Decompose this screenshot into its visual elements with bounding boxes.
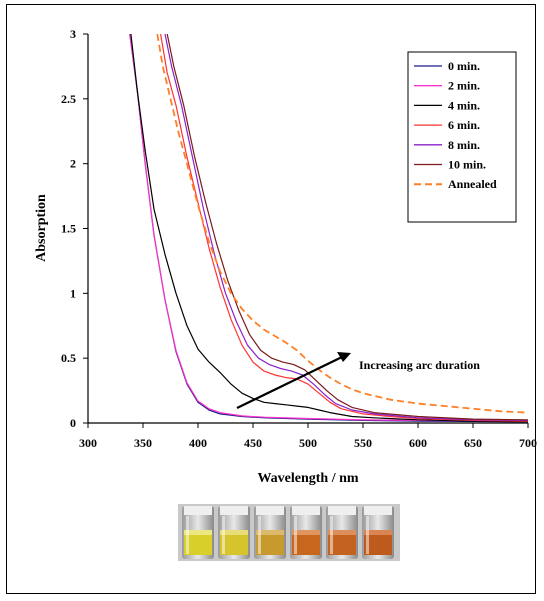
vial-meniscus <box>256 530 284 535</box>
annotation-group: Increasing arc duration <box>236 352 480 409</box>
vial-highlight <box>294 516 297 554</box>
y-tick-label: 3 <box>70 27 76 41</box>
vial-highlight <box>366 516 369 554</box>
legend-label: 2 min. <box>448 79 480 93</box>
x-tick-label: 450 <box>244 436 262 450</box>
vial-highlight <box>186 516 189 554</box>
series-line-2 <box>130 34 528 423</box>
x-tick-label: 300 <box>79 436 97 450</box>
series-line-1 <box>129 34 528 422</box>
vial-meniscus <box>184 530 212 535</box>
x-axis-title: Wavelength / nm <box>257 471 358 486</box>
legend: 0 min. 2 min. 4 min. 6 min. 8 min. 10 min. Ann… <box>407 51 517 223</box>
vial-highlight <box>222 516 225 554</box>
annotation-label: Increasing arc duration <box>359 358 480 372</box>
y-axis-title: Absorption <box>34 194 49 262</box>
legend-label: Annealed <box>448 177 497 191</box>
series-line-5 <box>166 34 528 421</box>
vial-meniscus <box>220 530 248 535</box>
series-line-3 <box>160 34 528 422</box>
y-tick-label: 0 <box>70 416 76 430</box>
vial-cap <box>292 506 320 515</box>
y-tick-label: 2 <box>70 157 76 171</box>
x-tick-label: 500 <box>299 436 317 450</box>
vial-cap <box>328 506 356 515</box>
vial-cap <box>256 506 284 515</box>
vial-meniscus <box>292 530 320 535</box>
legend-label: 6 min. <box>448 118 480 132</box>
y-tick-label: 0.5 <box>61 351 76 365</box>
x-tick-label: 600 <box>409 436 427 450</box>
annotation-arrow-head <box>337 352 351 362</box>
x-tick-label: 350 <box>134 436 152 450</box>
vial-cap <box>220 506 248 515</box>
vial-highlight <box>258 516 261 554</box>
vial-meniscus <box>364 530 392 535</box>
annotation-arrow-shaft <box>236 356 343 409</box>
y-tick-label: 2.5 <box>61 92 76 106</box>
x-tick-label: 700 <box>519 436 537 450</box>
x-tick-label: 400 <box>189 436 207 450</box>
series-line-4 <box>164 34 528 421</box>
x-tick-label: 650 <box>464 436 482 450</box>
vial-highlight <box>330 516 333 554</box>
legend-label: 0 min. <box>448 59 480 73</box>
vial-meniscus <box>328 530 356 535</box>
legend-box <box>407 51 517 223</box>
series-group <box>129 34 528 423</box>
x-tick-label: 550 <box>354 436 372 450</box>
vial-photo <box>178 504 400 561</box>
axes: 0 0.5 1 1.5 2 2.5 3 300 350 400 450 500 550 600 650 700… <box>34 27 537 486</box>
y-tick-label: 1 <box>70 286 76 300</box>
legend-label: 10 min. <box>448 158 486 172</box>
series-line-6 <box>156 34 528 414</box>
y-tick-label: 1.5 <box>61 222 76 236</box>
vial-cap <box>364 506 392 515</box>
legend-label: 4 min. <box>448 98 480 112</box>
legend-label: 8 min. <box>448 138 480 152</box>
vial-cap <box>184 506 212 515</box>
